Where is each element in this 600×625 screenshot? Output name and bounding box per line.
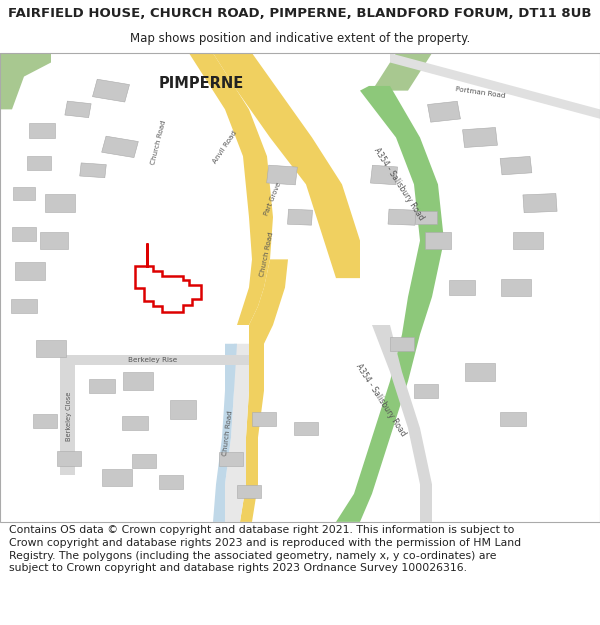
Bar — [92, 79, 130, 102]
Bar — [390, 337, 414, 351]
Bar — [513, 232, 543, 249]
Bar — [89, 379, 115, 393]
Polygon shape — [372, 53, 432, 91]
Bar — [12, 226, 36, 241]
Bar — [11, 299, 37, 313]
Polygon shape — [0, 53, 51, 109]
Bar — [415, 211, 437, 224]
Text: Church Road: Church Road — [222, 410, 234, 456]
Bar — [287, 209, 313, 225]
Text: A354 - Salisbury Road: A354 - Salisbury Road — [372, 146, 426, 222]
Bar — [388, 209, 416, 225]
Polygon shape — [213, 53, 360, 278]
Bar — [102, 469, 132, 486]
Bar — [122, 416, 148, 431]
Bar — [170, 400, 196, 419]
Polygon shape — [390, 53, 600, 119]
Text: A354 - Salisbury Road: A354 - Salisbury Road — [354, 362, 408, 438]
Polygon shape — [240, 259, 288, 522]
Bar — [29, 124, 55, 138]
Bar — [13, 188, 35, 200]
Bar — [500, 412, 526, 426]
Text: Anvil Road: Anvil Road — [212, 129, 238, 164]
Text: Berkeley Close: Berkeley Close — [66, 392, 72, 441]
Bar — [123, 372, 153, 390]
Bar — [370, 165, 398, 185]
Bar — [500, 156, 532, 175]
Polygon shape — [372, 325, 432, 522]
Text: Portman Road: Portman Road — [455, 86, 505, 99]
Bar — [463, 127, 497, 148]
Bar — [266, 165, 298, 185]
Bar — [159, 476, 183, 489]
Bar — [101, 136, 139, 158]
Polygon shape — [213, 344, 237, 522]
Bar — [523, 194, 557, 213]
Bar — [425, 232, 451, 249]
Bar — [465, 363, 495, 381]
Polygon shape — [225, 344, 249, 522]
Bar — [252, 412, 276, 426]
Text: Contains OS data © Crown copyright and database right 2021. This information is : Contains OS data © Crown copyright and d… — [9, 525, 521, 573]
Text: FAIRFIELD HOUSE, CHURCH ROAD, PIMPERNE, BLANDFORD FORUM, DT11 8UB: FAIRFIELD HOUSE, CHURCH ROAD, PIMPERNE, … — [8, 7, 592, 20]
Bar — [36, 339, 66, 357]
Text: Church Road: Church Road — [151, 119, 167, 165]
Bar — [80, 163, 106, 177]
Bar — [501, 279, 531, 296]
Polygon shape — [60, 356, 249, 365]
Bar — [27, 156, 51, 170]
Bar — [237, 485, 261, 498]
Text: Map shows position and indicative extent of the property.: Map shows position and indicative extent… — [130, 32, 470, 45]
Bar — [33, 414, 57, 428]
Bar — [40, 232, 68, 249]
Bar — [414, 384, 438, 398]
Bar — [294, 421, 318, 435]
Polygon shape — [336, 86, 444, 522]
Bar — [428, 101, 460, 122]
Bar — [132, 454, 156, 468]
Text: Part Grove: Part Grove — [263, 181, 283, 216]
Bar — [449, 281, 475, 294]
Text: PIMPERNE: PIMPERNE — [158, 76, 244, 91]
Bar — [219, 451, 243, 466]
Text: Church Road: Church Road — [259, 232, 275, 278]
Polygon shape — [189, 53, 273, 325]
Text: Berkeley Rise: Berkeley Rise — [128, 357, 178, 363]
Bar — [57, 451, 81, 466]
Bar — [45, 194, 75, 212]
Polygon shape — [60, 356, 75, 475]
Bar — [65, 101, 91, 118]
Bar — [15, 262, 45, 280]
